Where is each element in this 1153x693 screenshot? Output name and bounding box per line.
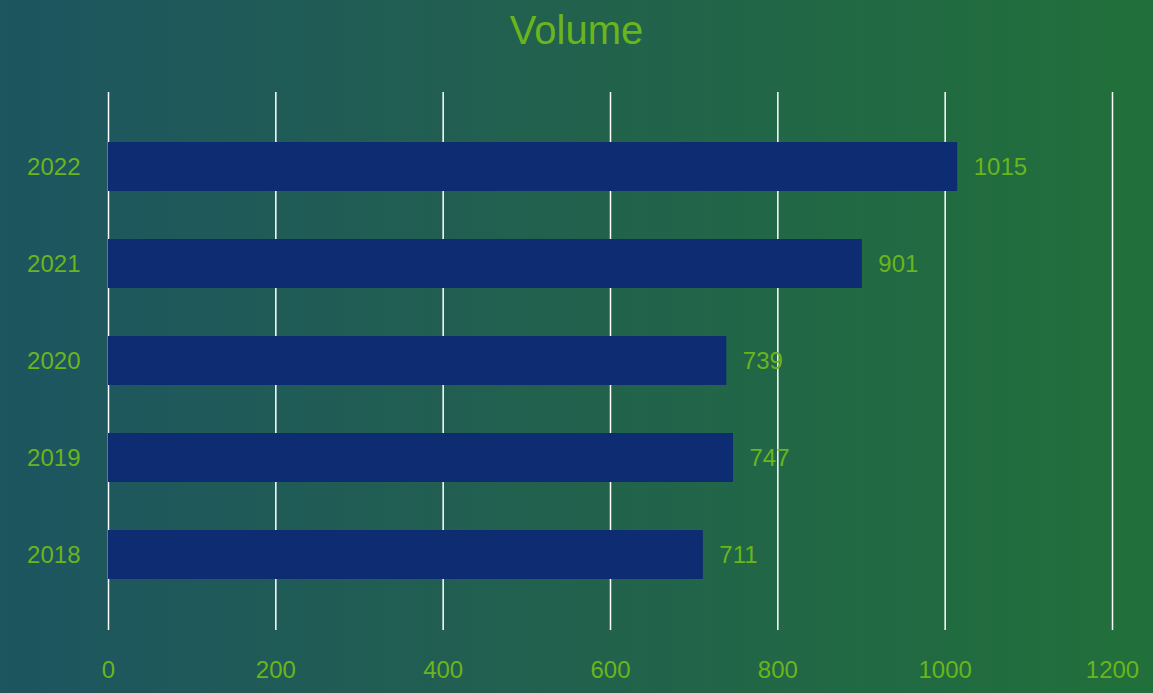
svg-text:2021: 2021	[27, 250, 80, 277]
svg-text:747: 747	[749, 444, 789, 471]
svg-text:2022: 2022	[27, 153, 80, 180]
svg-text:200: 200	[256, 656, 296, 683]
svg-text:0: 0	[102, 656, 115, 683]
svg-text:739: 739	[743, 347, 783, 374]
svg-text:2019: 2019	[27, 444, 80, 471]
svg-text:901: 901	[878, 250, 918, 277]
svg-text:1200: 1200	[1086, 656, 1139, 683]
svg-text:800: 800	[758, 656, 798, 683]
svg-text:1015: 1015	[974, 153, 1027, 180]
svg-text:600: 600	[590, 656, 630, 683]
html-text:Volume: Volume	[509, 8, 644, 52]
svg-text:1000: 1000	[918, 656, 971, 683]
svg-text:400: 400	[423, 656, 463, 683]
svg-text:711: 711	[719, 541, 757, 568]
svg-text:2020: 2020	[27, 347, 80, 374]
svg-text:2018: 2018	[27, 541, 80, 568]
